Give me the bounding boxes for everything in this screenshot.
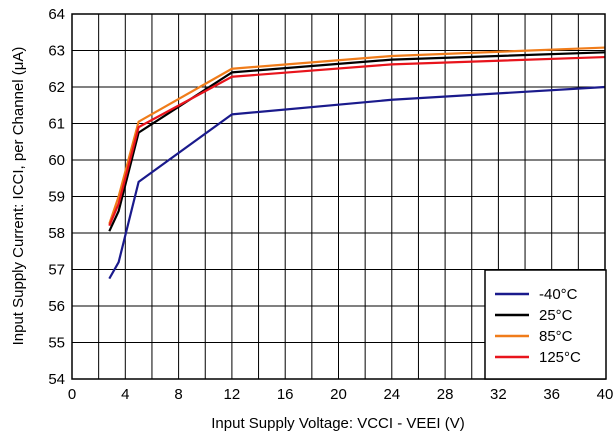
- series-lines: [108, 46, 606, 280]
- y-tick-label: 63: [48, 43, 65, 60]
- legend-label: 85°C: [539, 328, 573, 345]
- legend: -40°C 25°C 85°C 125°C: [484, 269, 607, 380]
- series-line: [108, 51, 606, 232]
- x-tick-label: 28: [437, 386, 454, 403]
- y-tick-label: 58: [48, 225, 65, 242]
- x-tick-label: 12: [224, 386, 241, 403]
- series-line: [108, 46, 606, 225]
- series-line: [108, 85, 606, 280]
- x-tick-label: 20: [330, 386, 347, 403]
- series-line: [108, 55, 606, 227]
- plot-area-border: [71, 13, 606, 380]
- x-axis-label: Input Supply Voltage: VCCI - VEEI (V): [211, 415, 464, 432]
- legend-label: 125°C: [539, 349, 581, 366]
- y-tick-label: 62: [48, 79, 65, 96]
- x-tick-label: 24: [383, 386, 400, 403]
- x-tick-label: 36: [543, 386, 560, 403]
- x-tick-label: 4: [121, 386, 129, 403]
- legend-label: 25°C: [539, 307, 573, 324]
- y-axis-label: Input Supply Current: ICCI, per Channel …: [10, 47, 27, 346]
- y-tick-label: 54: [48, 371, 65, 388]
- y-axis-ticks: 54 55 56 57 58 59 60 61 62 63 64: [48, 6, 65, 388]
- x-tick-label: 0: [68, 386, 76, 403]
- x-tick-label: 16: [277, 386, 294, 403]
- y-tick-label: 57: [48, 262, 65, 279]
- legend-label: -40°C: [539, 286, 578, 303]
- y-tick-label: 61: [48, 116, 65, 133]
- y-tick-label: 64: [48, 6, 65, 23]
- y-tick-label: 55: [48, 335, 65, 352]
- x-axis-ticks: 0 4 8 12 16 20 24 28 32 36 40: [68, 386, 614, 403]
- y-tick-label: 60: [48, 152, 65, 169]
- x-tick-label: 40: [597, 386, 614, 403]
- legend-box: [484, 269, 607, 380]
- x-tick-label: 8: [174, 386, 182, 403]
- x-tick-label: 32: [490, 386, 507, 403]
- y-tick-label: 59: [48, 189, 65, 206]
- y-tick-label: 56: [48, 298, 65, 315]
